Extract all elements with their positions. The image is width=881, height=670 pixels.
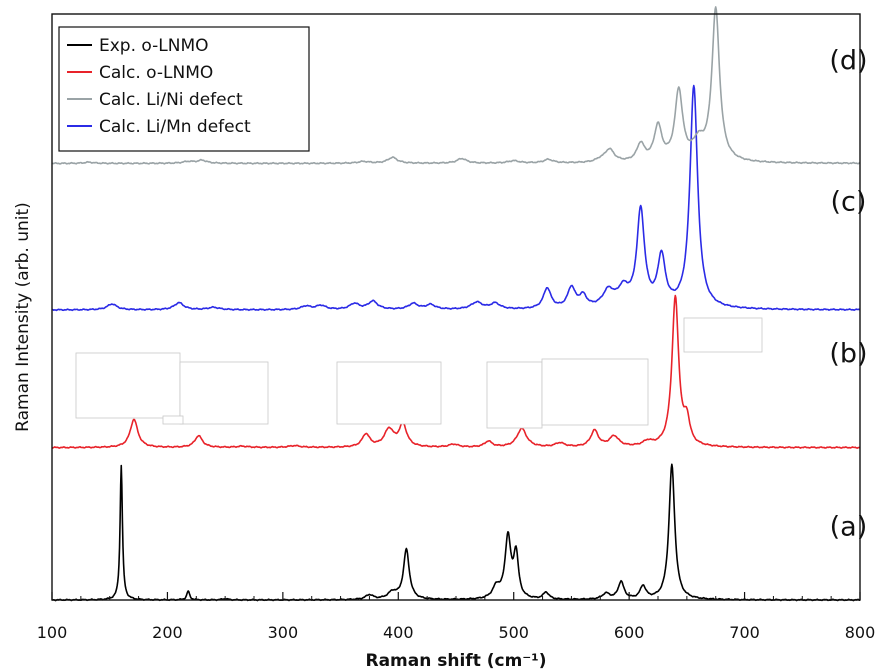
legend-entry: Exp. o-LNMO xyxy=(99,36,209,56)
x-tick-label: 500 xyxy=(498,623,529,642)
x-tick-label: 600 xyxy=(614,623,645,642)
x-tick-label: 300 xyxy=(268,623,299,642)
mask-box xyxy=(486,361,543,429)
mask-box xyxy=(162,415,184,425)
legend-box xyxy=(58,26,310,152)
x-axis-title: Raman shift (cm⁻¹) xyxy=(365,651,546,670)
series-line-3 xyxy=(51,6,861,165)
mask-box xyxy=(541,358,649,426)
mask-boxes xyxy=(75,317,763,429)
y-axis-title: Raman Intensity (arb. unit) xyxy=(13,202,33,432)
legend-entry: Calc. o-LNMO xyxy=(99,63,213,83)
series-line-1 xyxy=(51,294,861,449)
x-ticks: 100 200 300 400 500 600 700 800 xyxy=(37,592,876,642)
x-tick-label: 100 xyxy=(37,623,68,642)
panel-label: (c) xyxy=(830,186,866,217)
x-tick-label: 700 xyxy=(729,623,760,642)
series-line-0 xyxy=(51,463,861,602)
mask-box xyxy=(179,361,269,425)
legend-entry: Calc. Li/Mn defect xyxy=(99,117,251,137)
x-tick-label: 200 xyxy=(152,623,183,642)
panel-label: (b) xyxy=(829,339,867,370)
x-tick-label: 400 xyxy=(383,623,414,642)
mask-box xyxy=(336,361,442,425)
mask-box xyxy=(75,352,181,419)
panel-labels: (a) (b) (c) (d) xyxy=(829,46,867,543)
mask-box xyxy=(683,317,763,353)
panel-label: (a) xyxy=(830,512,868,543)
x-tick-label: 800 xyxy=(845,623,876,642)
panel-label: (d) xyxy=(829,46,867,77)
legend: Exp. o-LNMO Calc. o-LNMO Calc. Li/Ni defec… xyxy=(58,26,310,152)
series-line-2 xyxy=(51,84,861,312)
legend-entry: Calc. Li/Ni defect xyxy=(99,90,243,110)
